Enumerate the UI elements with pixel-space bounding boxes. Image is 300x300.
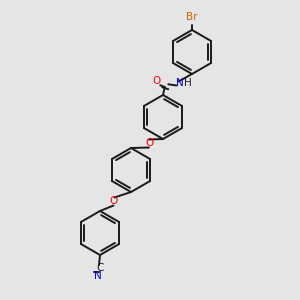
Text: N: N [94,271,102,281]
Text: O: O [110,196,118,206]
Text: H: H [184,79,191,88]
Text: O: O [152,76,160,86]
Text: C: C [96,263,104,273]
Text: Br: Br [186,12,198,22]
Text: O: O [146,139,154,148]
Text: N: N [176,79,183,88]
